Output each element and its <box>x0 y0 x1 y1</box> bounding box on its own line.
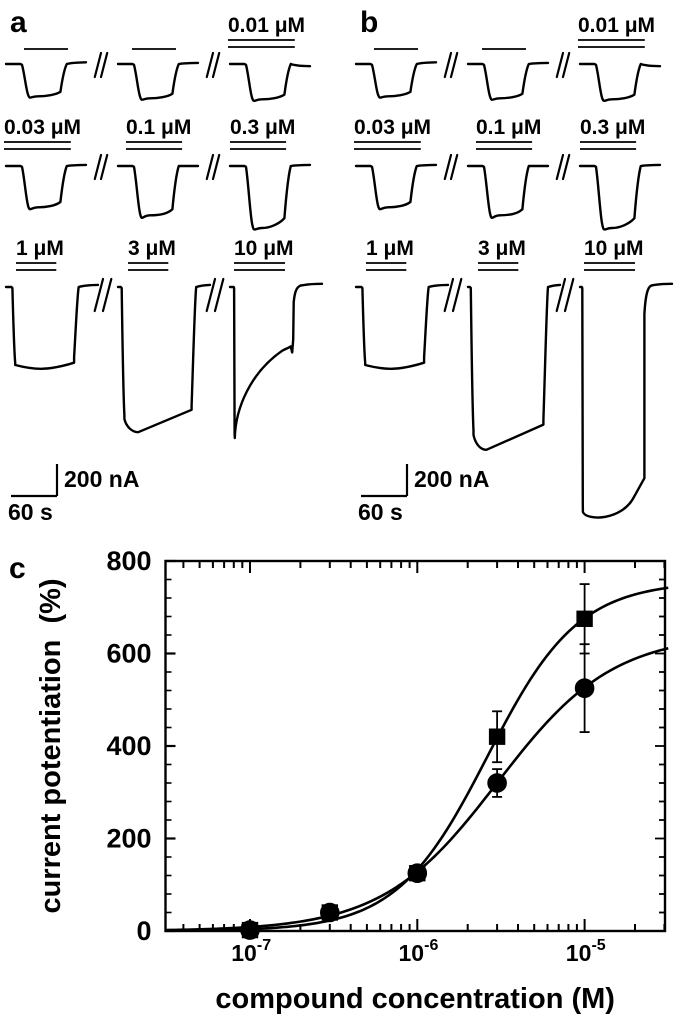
svg-text:0.01 μM: 0.01 μM <box>228 14 305 37</box>
svg-text:10 μM: 10 μM <box>234 237 294 260</box>
svg-text:200 nA: 200 nA <box>414 466 489 492</box>
svg-text:10: 10 <box>231 940 257 966</box>
svg-text:-6: -6 <box>424 937 438 954</box>
svg-text:0.1 μM: 0.1 μM <box>126 116 191 139</box>
svg-text:a: a <box>10 6 27 39</box>
svg-text:200: 200 <box>106 824 151 854</box>
svg-text:0.3 μM: 0.3 μM <box>580 116 645 139</box>
svg-text:400: 400 <box>106 731 151 761</box>
svg-text:c: c <box>9 552 26 585</box>
svg-text:200 nA: 200 nA <box>64 466 139 492</box>
svg-text:10 μM: 10 μM <box>584 237 644 260</box>
svg-text:current potentiation (%): current potentiation (%) <box>35 578 67 913</box>
svg-text:0: 0 <box>136 916 151 946</box>
svg-text:0.3 μM: 0.3 μM <box>230 116 295 139</box>
svg-text:800: 800 <box>106 546 151 576</box>
svg-text:600: 600 <box>106 639 151 669</box>
svg-text:0.03 μM: 0.03 μM <box>354 116 431 139</box>
svg-text:1 μM: 1 μM <box>366 237 414 260</box>
svg-text:10: 10 <box>399 940 425 966</box>
svg-text:3 μM: 3 μM <box>128 237 176 260</box>
svg-text:0.01 μM: 0.01 μM <box>578 14 655 37</box>
svg-text:60 s: 60 s <box>8 499 53 525</box>
svg-text:0.03 μM: 0.03 μM <box>4 116 81 139</box>
svg-text:-7: -7 <box>257 937 271 954</box>
svg-text:10: 10 <box>566 940 592 966</box>
svg-text:1 μM: 1 μM <box>16 237 64 260</box>
svg-text:-5: -5 <box>591 937 605 954</box>
svg-text:3 μM: 3 μM <box>478 237 526 260</box>
svg-text:compound concentration (M): compound concentration (M) <box>215 983 615 1015</box>
svg-text:60 s: 60 s <box>358 499 403 525</box>
svg-text:0.1 μM: 0.1 μM <box>476 116 541 139</box>
svg-text:b: b <box>360 6 378 39</box>
